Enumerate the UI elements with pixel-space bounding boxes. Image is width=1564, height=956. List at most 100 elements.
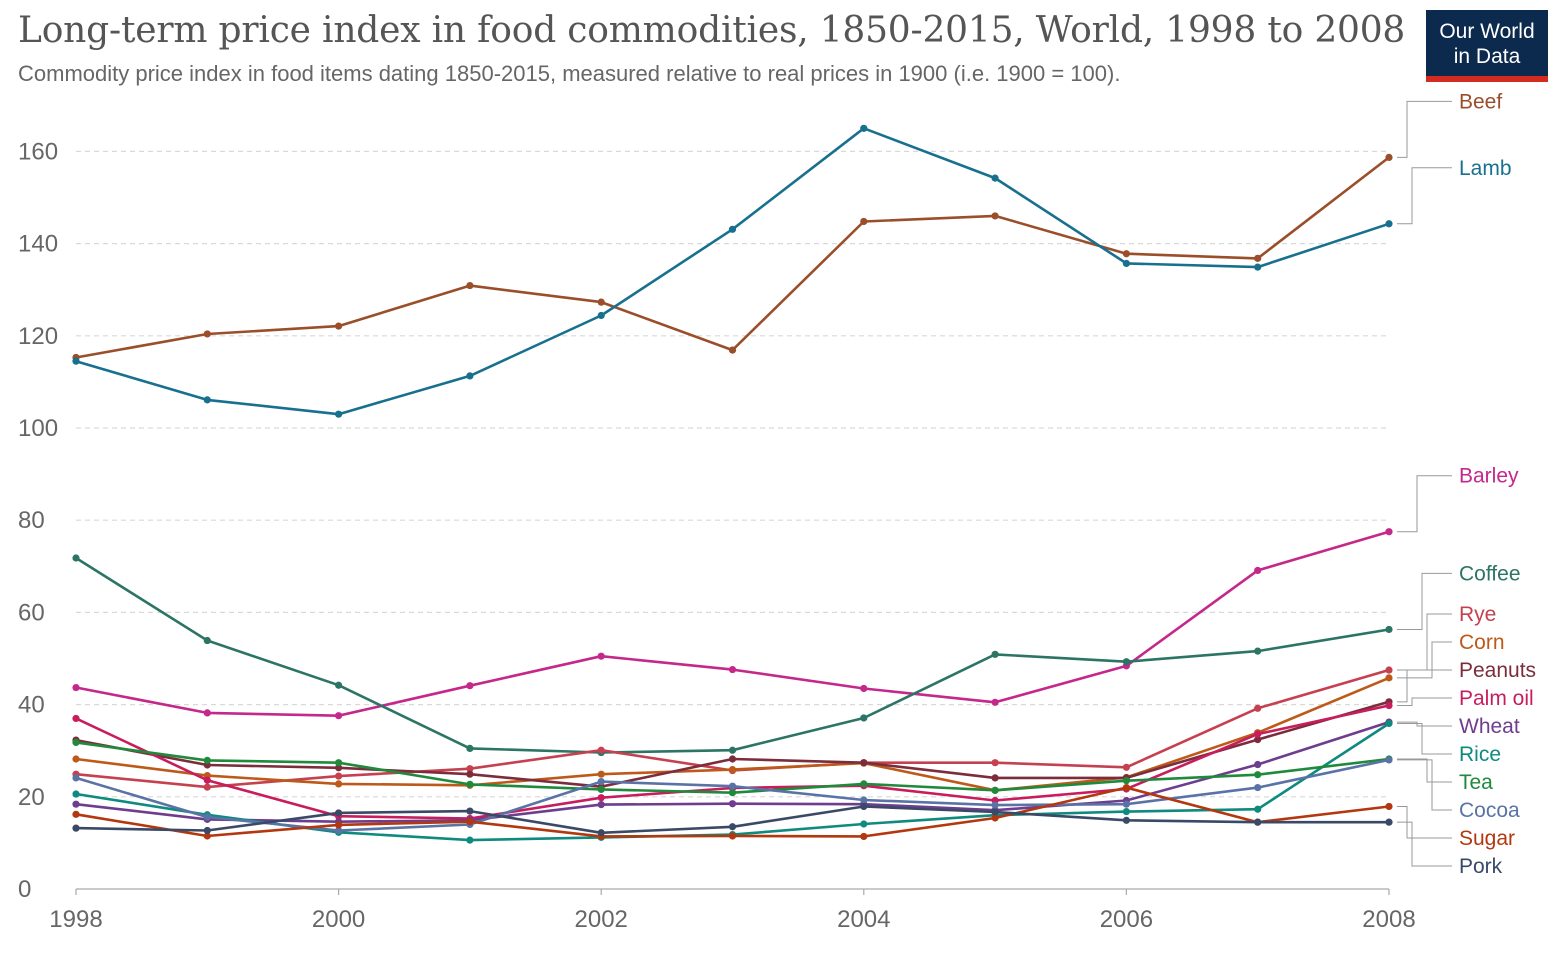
data-point-barley (728, 665, 737, 674)
data-point-rice (1122, 807, 1130, 816)
series-label-palm-oil: Palm oil (1459, 687, 1534, 710)
x-tick-label: 2006 (1100, 906, 1153, 933)
leader-line-peanuts (1397, 669, 1452, 703)
data-point-beef (335, 322, 343, 330)
data-point-palm-oil (597, 794, 605, 802)
series-label-coffee: Coffee (1459, 562, 1521, 585)
data-point-barley (72, 683, 80, 692)
data-point-tea (597, 785, 605, 794)
leader-line-coffee (1397, 572, 1452, 630)
data-point-sugar (860, 832, 868, 841)
data-point-cocoa (597, 777, 605, 786)
data-point-peanuts (860, 759, 868, 767)
series-label-peanuts: Peanuts (1459, 659, 1536, 682)
data-point-corn (597, 770, 605, 778)
leader-line-beef (1397, 100, 1452, 158)
leader-line-pork (1397, 821, 1452, 867)
data-point-tea (1254, 771, 1262, 779)
data-point-pork (1385, 818, 1393, 826)
data-point-palm-oil (1254, 730, 1262, 738)
data-point-lamb (1254, 263, 1262, 271)
data-point-lamb (1122, 259, 1130, 268)
y-tick-label: 140 (18, 231, 58, 258)
data-point-sugar (1122, 783, 1130, 792)
data-point-rice (72, 790, 80, 798)
series-line-beef (75, 156, 1390, 359)
series-label-corn: Corn (1459, 631, 1505, 654)
data-point-rice (1254, 805, 1262, 813)
logo-line-1: Our World (1439, 20, 1535, 43)
data-point-pork (335, 809, 343, 817)
x-tick-label: 2002 (575, 906, 628, 933)
data-point-pork (466, 807, 474, 815)
data-point-beef (1254, 254, 1262, 262)
data-point-rye (1385, 666, 1393, 674)
leader-line-cocoa (1397, 759, 1452, 811)
data-point-sugar (203, 832, 211, 840)
data-point-rye (335, 772, 343, 780)
y-tick-label: 100 (18, 415, 58, 442)
y-tick-label: 40 (18, 692, 45, 719)
x-tick-label: 2004 (837, 906, 890, 933)
logo-line-2: in Data (1453, 45, 1521, 68)
data-point-peanuts (466, 770, 474, 778)
gridlines (76, 150, 1389, 798)
data-point-beef (860, 217, 868, 226)
series-labels: Beef Lamb Barley Coffee Rye Corn Peanuts Palm o… (1397, 90, 1536, 878)
data-point-sugar (466, 818, 474, 826)
data-point-peanuts (991, 774, 999, 782)
data-point-rye (1122, 763, 1130, 771)
data-point-barley (1385, 528, 1393, 536)
data-point-tea (728, 789, 737, 797)
data-point-tea (203, 756, 211, 764)
data-point-cocoa (72, 774, 80, 782)
data-point-barley (203, 709, 211, 717)
y-tick-label: 60 (18, 599, 45, 626)
data-point-lamb (991, 174, 999, 182)
data-point-pork (1254, 818, 1262, 826)
leader-line-corn (1397, 641, 1452, 679)
series-label-lamb: Lamb (1459, 157, 1512, 180)
data-point-corn (728, 766, 737, 774)
data-point-rye (1254, 704, 1262, 712)
data-point-cocoa (991, 801, 999, 809)
data-point-lamb (860, 124, 868, 132)
data-point-lamb (203, 396, 211, 404)
data-point-tea (1122, 777, 1130, 785)
series-label-wheat: Wheat (1459, 715, 1520, 738)
data-point-pork (991, 808, 999, 816)
data-point-coffee (203, 636, 211, 645)
series-line-coffee (75, 556, 1390, 754)
data-point-cocoa (1254, 783, 1262, 792)
data-point-barley (1254, 566, 1262, 575)
data-point-lamb (335, 410, 343, 418)
data-point-wheat (597, 801, 605, 809)
leader-line-tea (1397, 758, 1452, 783)
data-point-cocoa (203, 813, 211, 821)
data-point-rice (466, 836, 474, 844)
data-point-palm-oil (1385, 701, 1393, 710)
data-point-beef (991, 212, 999, 220)
owid-logo[interactable]: Our World in Data (1426, 10, 1548, 82)
data-point-tea (991, 786, 999, 794)
data-point-cocoa (860, 796, 868, 804)
data-point-corn (1385, 674, 1393, 682)
series-lines (72, 124, 1393, 844)
data-point-coffee (991, 650, 999, 658)
data-point-rye (991, 759, 999, 767)
series-line-barley (75, 530, 1390, 718)
data-point-pork (728, 823, 737, 831)
leader-line-rice (1397, 723, 1452, 755)
data-point-coffee (1254, 647, 1262, 655)
leader-line-wheat (1397, 721, 1452, 727)
y-tick-label: 80 (18, 507, 45, 534)
data-point-pork (860, 802, 868, 811)
series-label-cocoa: Cocoa (1459, 799, 1520, 822)
data-point-pork (203, 826, 211, 835)
series-label-sugar: Sugar (1459, 827, 1515, 850)
data-point-tea (335, 759, 343, 767)
data-point-coffee (860, 714, 868, 722)
data-point-cocoa (1122, 800, 1130, 808)
leader-line-palm-oil (1397, 697, 1452, 707)
data-point-lamb (72, 357, 80, 365)
